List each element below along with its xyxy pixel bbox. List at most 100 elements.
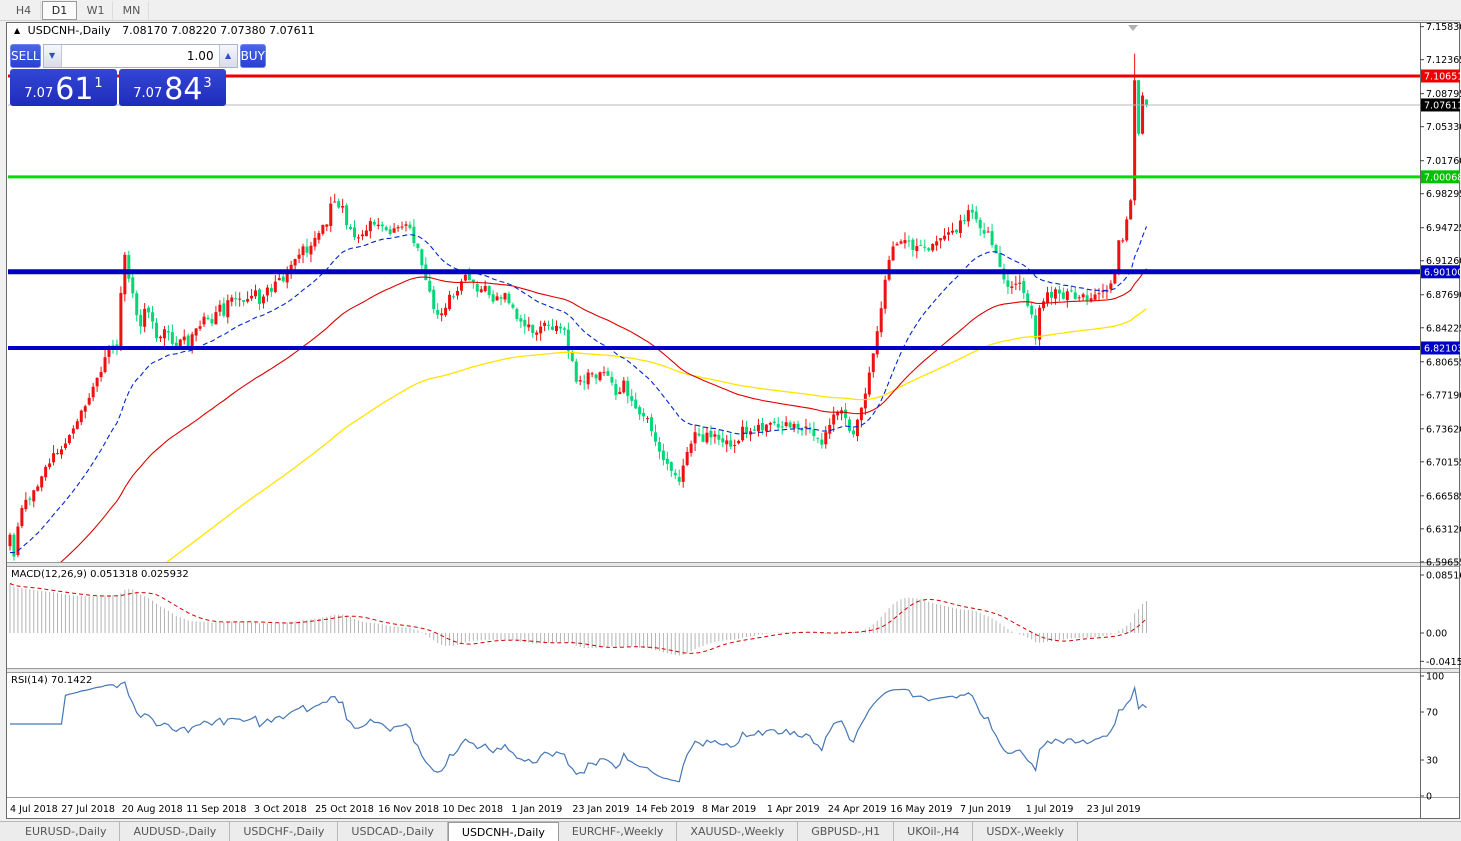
- chart-title: ▲ USDCNH-,Daily 7.08170 7.08220 7.07380 …: [14, 24, 315, 37]
- svg-text:6.98295: 6.98295: [1426, 189, 1461, 200]
- svg-text:6.66585: 6.66585: [1426, 491, 1461, 502]
- svg-text:7.00068: 7.00068: [1424, 172, 1461, 183]
- svg-text:14 Feb 2019: 14 Feb 2019: [635, 804, 694, 815]
- svg-text:25 Oct 2018: 25 Oct 2018: [315, 804, 374, 815]
- buy-button[interactable]: BUY: [239, 44, 266, 68]
- svg-text:0.085164: 0.085164: [1426, 571, 1461, 582]
- svg-text:11 Sep 2018: 11 Sep 2018: [186, 804, 246, 815]
- tab-eurusd-daily[interactable]: EURUSD-,Daily: [12, 822, 121, 841]
- timeframe-button-mn[interactable]: MN: [114, 0, 149, 20]
- svg-text:3 Oct 2018: 3 Oct 2018: [254, 804, 307, 815]
- svg-text:6.91260: 6.91260: [1426, 256, 1461, 267]
- sell-price-button[interactable]: 7.07 61 1: [10, 69, 117, 106]
- timeframe-toolbar: H4 D1 W1 MN: [0, 0, 1461, 21]
- chart-shift-marker-icon[interactable]: [1128, 25, 1138, 31]
- price-badge: [1421, 69, 1460, 83]
- svg-text:7.15830: 7.15830: [1426, 22, 1461, 33]
- ma-slow-line: [166, 308, 1147, 562]
- svg-text:70: 70: [1426, 708, 1438, 719]
- macd-indicator-label: MACD(12,26,9) 0.051318 0.025932: [11, 569, 189, 580]
- collapse-arrow-icon[interactable]: ▲: [14, 26, 21, 35]
- buy-price-big: 84: [164, 72, 203, 107]
- price-badge: [1421, 170, 1460, 184]
- chart-tab-bar: EURUSD-,Daily AUDUSD-,Daily USDCHF-,Daily U…: [0, 821, 1461, 841]
- svg-text:1 Apr 2019: 1 Apr 2019: [767, 804, 820, 815]
- svg-text:20 Aug 2018: 20 Aug 2018: [122, 804, 183, 815]
- tab-audusd-daily[interactable]: AUDUSD-,Daily: [120, 822, 231, 841]
- timeframe-button-h4[interactable]: H4: [6, 0, 41, 20]
- svg-text:6.87690: 6.87690: [1426, 290, 1461, 301]
- svg-text:23 Jan 2019: 23 Jan 2019: [572, 804, 629, 815]
- svg-text:8 Mar 2019: 8 Mar 2019: [702, 804, 756, 815]
- chart-symbol-label: USDCNH-,Daily: [27, 24, 111, 37]
- timeframe-button-d1[interactable]: D1: [42, 0, 77, 20]
- svg-text:1 Jul 2019: 1 Jul 2019: [1026, 804, 1074, 815]
- svg-text:30: 30: [1426, 756, 1438, 767]
- svg-text:7.12365: 7.12365: [1426, 55, 1461, 66]
- svg-text:27 Jul 2018: 27 Jul 2018: [61, 804, 115, 815]
- tab-xauusd-weekly[interactable]: XAUUSD-,Weekly: [677, 822, 799, 841]
- buy-price-sup: 3: [203, 76, 212, 91]
- ma-mid-line: [60, 268, 1147, 562]
- svg-text:6.59655: 6.59655: [1426, 557, 1461, 568]
- svg-text:6.80655: 6.80655: [1426, 357, 1461, 368]
- svg-text:16 May 2019: 16 May 2019: [890, 804, 952, 815]
- svg-text:24 Apr 2019: 24 Apr 2019: [828, 804, 887, 815]
- svg-text:1 Jan 2019: 1 Jan 2019: [511, 804, 562, 815]
- tab-gbpusd-h1[interactable]: GBPUSD-,H1: [798, 822, 895, 841]
- macd-axis: 0.085164 0.00 -0.041598: [1420, 571, 1461, 668]
- svg-text:-0.041598: -0.041598: [1426, 657, 1461, 668]
- svg-text:6.90100: 6.90100: [1424, 267, 1461, 278]
- svg-text:7.10651: 7.10651: [1424, 72, 1461, 83]
- tab-usdcnh-daily[interactable]: USDCNH-,Daily: [447, 822, 559, 841]
- svg-text:6.73620: 6.73620: [1426, 424, 1461, 435]
- tab-usdcad-daily[interactable]: USDCAD-,Daily: [338, 822, 448, 841]
- svg-text:10 Dec 2018: 10 Dec 2018: [442, 804, 503, 815]
- svg-text:6.63120: 6.63120: [1426, 524, 1461, 535]
- svg-text:6.77190: 6.77190: [1426, 390, 1461, 401]
- svg-text:4 Jul 2018: 4 Jul 2018: [10, 804, 58, 815]
- volume-decrease-icon[interactable]: ▼: [43, 45, 62, 67]
- timeframe-button-w1[interactable]: W1: [78, 0, 113, 20]
- rsi-line: [10, 681, 1147, 783]
- svg-text:6.82103: 6.82103: [1424, 343, 1461, 354]
- macd-histogram: [9, 583, 1148, 656]
- tab-eurchf-weekly[interactable]: EURCHF-,Weekly: [559, 822, 678, 841]
- svg-text:7.07611: 7.07611: [1424, 100, 1461, 111]
- svg-text:16 Nov 2018: 16 Nov 2018: [378, 804, 439, 815]
- volume-increase-icon[interactable]: ▲: [218, 45, 237, 67]
- sell-button[interactable]: SELL: [10, 44, 41, 68]
- rsi-axis: 100 70 30 0: [1420, 672, 1444, 803]
- sell-price-prefix: 7.07: [24, 86, 54, 101]
- tab-usdx-weekly[interactable]: USDX-,Weekly: [973, 822, 1079, 841]
- buy-price-prefix: 7.07: [133, 86, 163, 101]
- date-axis[interactable]: 4 Jul 2018 27 Jul 2018 20 Aug 2018 11 Sep 2…: [10, 804, 1141, 815]
- one-click-trading-panel: SELL ▼ ▲ BUY 7.07 61 1 7.07 84 3: [10, 44, 266, 106]
- svg-text:0.00: 0.00: [1426, 629, 1447, 640]
- macd-signal-line: [9, 583, 1147, 654]
- rsi-indicator-label: RSI(14) 70.1422: [11, 675, 93, 686]
- price-badge: [1421, 341, 1460, 355]
- price-badge: [1421, 265, 1460, 279]
- svg-text:0: 0: [1426, 792, 1432, 803]
- svg-text:7.05330: 7.05330: [1426, 122, 1461, 133]
- sell-price-big: 61: [55, 72, 94, 107]
- svg-text:6.94725: 6.94725: [1426, 223, 1461, 234]
- tab-ukoil-h4[interactable]: UKOil-,H4: [894, 822, 974, 841]
- svg-text:6.70155: 6.70155: [1426, 457, 1461, 468]
- svg-text:23 Jul 2019: 23 Jul 2019: [1087, 804, 1141, 815]
- price-axis[interactable]: 7.15830 7.12365 7.08795 7.05330 7.01760 6.982…: [1420, 22, 1461, 568]
- sell-price-sup: 1: [94, 76, 103, 91]
- svg-text:7.01760: 7.01760: [1426, 156, 1461, 167]
- svg-text:6.84225: 6.84225: [1426, 323, 1461, 334]
- svg-text:7 Jun 2019: 7 Jun 2019: [960, 804, 1011, 815]
- tab-usdchf-daily[interactable]: USDCHF-,Daily: [230, 822, 339, 841]
- volume-input[interactable]: [61, 45, 219, 67]
- svg-text:7.08795: 7.08795: [1426, 89, 1461, 100]
- buy-price-button[interactable]: 7.07 84 3: [119, 69, 226, 106]
- chart-ohlc-values: 7.08170 7.08220 7.07380 7.07611: [122, 24, 315, 37]
- price-badge: [1421, 98, 1460, 112]
- svg-text:100: 100: [1426, 672, 1444, 683]
